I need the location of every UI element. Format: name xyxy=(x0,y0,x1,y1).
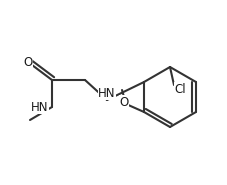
Text: O: O xyxy=(119,95,129,108)
Text: HN: HN xyxy=(98,87,116,100)
Text: O: O xyxy=(23,56,33,68)
Text: Cl: Cl xyxy=(174,83,186,95)
Text: HN: HN xyxy=(30,100,48,114)
